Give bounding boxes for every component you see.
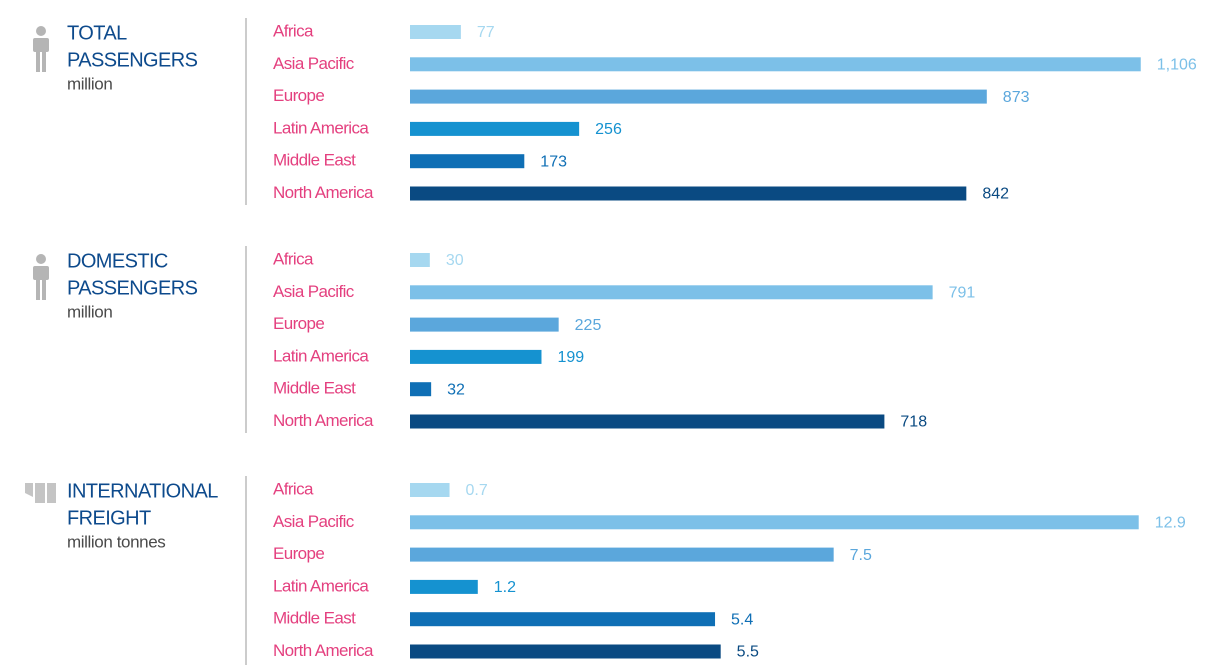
category-label: Latin America xyxy=(273,118,369,137)
value-label: 173 xyxy=(540,153,567,170)
bar xyxy=(410,612,716,627)
value-label: 0.7 xyxy=(466,482,488,499)
category-label: Europe xyxy=(273,314,324,333)
bar xyxy=(410,547,834,562)
value-label: 225 xyxy=(575,317,602,334)
bar xyxy=(410,317,559,332)
value-label: 7.5 xyxy=(850,547,872,564)
bar xyxy=(410,154,525,169)
value-label: 199 xyxy=(557,349,584,366)
category-label: Africa xyxy=(273,21,314,40)
value-label: 5.4 xyxy=(731,611,753,628)
value-label: 77 xyxy=(477,24,495,41)
chart-subtitle: million xyxy=(67,74,112,93)
category-label: Africa xyxy=(273,479,314,498)
bar xyxy=(410,25,461,39)
chart-subtitle: million xyxy=(67,302,112,321)
category-label: Europe xyxy=(273,86,324,105)
category-label: Middle East xyxy=(273,609,356,628)
category-label: Asia Pacific xyxy=(273,512,355,531)
person-icon xyxy=(33,26,49,72)
category-label: Europe xyxy=(273,544,324,563)
bar xyxy=(410,57,1141,72)
value-label: 873 xyxy=(1003,89,1030,106)
chart-title: INTERNATIONAL xyxy=(67,480,218,502)
category-label: Asia Pacific xyxy=(273,282,355,301)
value-label: 12.9 xyxy=(1155,515,1186,532)
category-label: Latin America xyxy=(273,576,369,595)
category-label: North America xyxy=(273,641,374,660)
value-label: 791 xyxy=(949,285,976,302)
bar xyxy=(410,515,1139,530)
value-label: 1.2 xyxy=(494,579,516,596)
chart-title: FREIGHT xyxy=(67,507,151,529)
bar xyxy=(410,186,967,201)
value-label: 718 xyxy=(900,414,927,431)
bar xyxy=(410,285,933,300)
category-label: Latin America xyxy=(273,346,369,365)
value-label: 5.5 xyxy=(737,644,759,661)
category-label: North America xyxy=(273,411,374,430)
value-label: 842 xyxy=(982,186,1009,203)
bar xyxy=(410,414,885,429)
category-label: Asia Pacific xyxy=(273,54,355,73)
value-label: 256 xyxy=(595,121,622,138)
category-label: Africa xyxy=(273,249,314,268)
value-label: 1,106 xyxy=(1157,57,1197,74)
chart-title: TOTAL xyxy=(67,22,127,44)
bar xyxy=(410,253,430,267)
freight-icon xyxy=(25,483,56,503)
chart-title: PASSENGERS xyxy=(67,277,198,299)
bar xyxy=(410,483,450,497)
value-label: 32 xyxy=(447,381,465,398)
bar xyxy=(410,349,542,364)
chart-title: DOMESTIC xyxy=(67,250,168,272)
category-label: Middle East xyxy=(273,379,356,398)
bar xyxy=(410,579,478,594)
value-label: 30 xyxy=(446,252,464,269)
chart-subtitle: million tonnes xyxy=(67,532,165,551)
bar xyxy=(410,382,432,397)
category-label: Middle East xyxy=(273,151,356,170)
bar xyxy=(410,89,987,104)
bar xyxy=(410,121,580,136)
category-label: North America xyxy=(273,183,374,202)
chart-title: PASSENGERS xyxy=(67,49,198,71)
bar xyxy=(410,644,721,659)
person-icon xyxy=(33,254,49,300)
